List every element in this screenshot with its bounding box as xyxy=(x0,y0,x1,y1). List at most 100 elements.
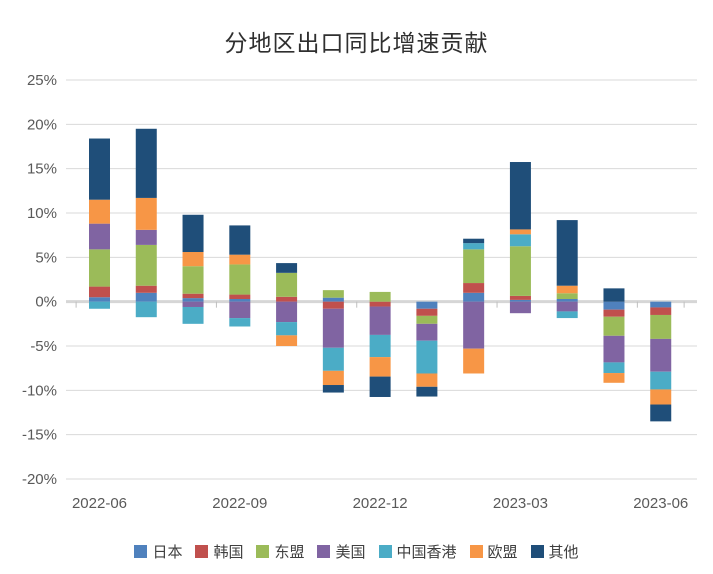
legend-item-japan: 日本 xyxy=(134,541,182,562)
bar-segment-korea-2022-07 xyxy=(135,285,157,293)
bar-segment-korea-2023-05 xyxy=(603,309,625,317)
bar-segment-hongkong-2022-08 xyxy=(182,306,204,324)
legend-label-eu: 欧盟 xyxy=(487,544,518,561)
bar-segment-usa-2022-06 xyxy=(89,223,110,250)
bar-segment-asean-2022-12 xyxy=(369,291,391,302)
bar-segment-eu-2022-07 xyxy=(135,197,157,230)
bar-segment-usa-2022-09 xyxy=(229,301,251,319)
bar-segment-other-2022-11 xyxy=(322,385,344,393)
bar-segment-japan-2022-07 xyxy=(135,292,157,302)
bar-segment-other-2023-02 xyxy=(463,238,485,244)
y-axis-tick-label: -20% xyxy=(22,471,57,488)
bar-segment-usa-2022-10 xyxy=(276,301,298,323)
bar-segment-hongkong-2022-11 xyxy=(322,347,344,371)
bar-segment-asean-2023-04 xyxy=(556,293,578,300)
bar-segment-korea-2022-10 xyxy=(276,296,298,302)
bar-segment-other-2022-10 xyxy=(276,263,298,273)
bar-segment-eu-2023-06 xyxy=(650,389,672,405)
bar-segment-hongkong-2023-05 xyxy=(603,362,625,374)
bar-segment-hongkong-2022-09 xyxy=(229,318,251,327)
y-axis-tick-label: -15% xyxy=(22,427,57,444)
legend-label-usa: 美国 xyxy=(335,544,366,561)
x-axis-tick-label: 2022-06 xyxy=(72,495,127,512)
chart-title: 分地区出口同比增速贡献 xyxy=(224,31,489,56)
bar-segment-other-2022-12 xyxy=(369,376,391,397)
y-axis-tick-label: 5% xyxy=(35,249,57,266)
bar-segment-eu-2023-02 xyxy=(463,348,485,374)
bar-segment-hongkong-2023-03 xyxy=(509,234,531,247)
bar-segment-usa-2022-08 xyxy=(182,301,204,307)
bar-segment-hongkong-2022-12 xyxy=(369,334,391,358)
bar-segment-usa-2023-02 xyxy=(463,301,485,349)
bar-segment-hongkong-2023-06 xyxy=(650,371,672,390)
bar-segment-other-2022-08 xyxy=(182,214,204,253)
bar-segment-eu-2023-03 xyxy=(509,229,531,235)
bar-segment-asean-2022-09 xyxy=(229,264,251,295)
y-axis-tick-label: 15% xyxy=(27,161,57,178)
bar-segment-eu-2023-05 xyxy=(603,373,625,383)
bar-segment-asean-2022-08 xyxy=(182,266,204,294)
legend-swatch-other xyxy=(530,545,544,558)
bar-segment-eu-2022-09 xyxy=(229,254,251,265)
bar-segment-asean-2023-02 xyxy=(463,249,485,284)
legend-swatch-korea xyxy=(195,545,209,558)
bar-segment-hongkong-2023-04 xyxy=(556,311,578,319)
bar-segment-eu-2023-04 xyxy=(556,285,578,294)
bar-segment-asean-2023-03 xyxy=(509,246,531,296)
y-axis-tick-label: 0% xyxy=(35,294,57,311)
bar-segment-usa-2023-06 xyxy=(650,338,672,372)
bar-segment-korea-2023-06 xyxy=(650,307,672,315)
bar-segment-other-2023-04 xyxy=(556,220,578,286)
bar-segment-asean-2023-05 xyxy=(603,316,625,336)
bar-segment-hongkong-2022-07 xyxy=(135,301,157,318)
legend-swatch-eu xyxy=(469,545,483,558)
bar-segment-eu-2022-11 xyxy=(322,370,344,386)
legend-label-hongkong: 中国香港 xyxy=(396,544,457,561)
chart-legend: 日本 韩国 东盟 美国 中国香港 欧盟 其他 xyxy=(0,541,713,562)
legend-swatch-japan xyxy=(134,545,148,558)
legend-swatch-asean xyxy=(256,545,270,558)
bar-segment-korea-2022-12 xyxy=(369,301,391,307)
bar-segment-eu-2022-12 xyxy=(369,357,391,377)
bar-segment-other-2023-01 xyxy=(416,386,438,397)
bar-segment-other-2023-06 xyxy=(650,404,672,422)
bar-segment-other-2022-07 xyxy=(135,128,157,198)
bar-segment-japan-2023-02 xyxy=(463,292,485,302)
bar-segment-asean-2022-06 xyxy=(89,249,110,287)
bar-segment-usa-2022-12 xyxy=(369,306,391,335)
legend-label-japan: 日本 xyxy=(152,544,183,561)
bar-segment-eu-2022-06 xyxy=(89,199,110,224)
bar-segment-usa-2023-01 xyxy=(416,323,438,341)
bar-segment-japan-2022-09 xyxy=(229,299,251,302)
bar-segment-korea-2022-06 xyxy=(89,286,110,298)
legend-label-korea: 韩国 xyxy=(213,544,244,561)
bar-segment-japan-2023-06 xyxy=(650,301,672,308)
bar-segment-usa-2022-11 xyxy=(322,308,344,348)
bar-segment-hongkong-2022-06 xyxy=(89,301,110,309)
y-axis-tick-label: -5% xyxy=(30,338,57,355)
bar-segment-japan-2023-03 xyxy=(509,299,531,302)
legend-item-usa: 美国 xyxy=(317,541,366,562)
bar-segment-korea-2023-03 xyxy=(509,295,531,300)
bar-segment-korea-2022-11 xyxy=(322,301,344,309)
legend-label-other: 其他 xyxy=(548,544,579,561)
bar-segment-hongkong-2023-01 xyxy=(416,340,438,374)
bar-segment-usa-2023-05 xyxy=(603,335,625,363)
bar-segment-korea-2023-01 xyxy=(416,308,438,316)
bar-segment-asean-2023-06 xyxy=(650,314,672,339)
bar-segment-asean-2022-11 xyxy=(322,290,344,298)
x-axis-tick-label: 2023-06 xyxy=(633,495,688,512)
legend-label-asean: 东盟 xyxy=(274,544,305,561)
bar-segment-eu-2023-01 xyxy=(416,373,438,387)
bar-segment-japan-2022-06 xyxy=(89,297,110,302)
legend-item-hongkong: 中国香港 xyxy=(378,541,457,562)
legend-swatch-hongkong xyxy=(378,545,392,558)
y-axis-tick-label: 25% xyxy=(27,72,57,89)
bar-segment-asean-2023-01 xyxy=(416,315,438,324)
bar-segment-japan-2022-08 xyxy=(182,298,204,302)
legend-item-eu: 欧盟 xyxy=(469,541,518,562)
bar-segment-other-2023-05 xyxy=(603,288,625,302)
bar-segment-usa-2022-07 xyxy=(135,229,157,245)
